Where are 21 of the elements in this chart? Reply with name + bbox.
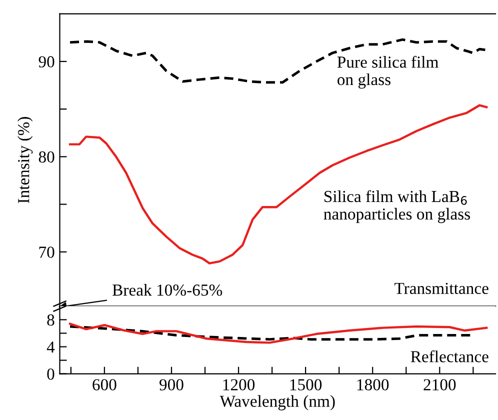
y-tick-label: 90 bbox=[38, 56, 54, 68]
x-axis-title: Wavelength (nm) bbox=[220, 395, 335, 410]
annotation: Reflectance bbox=[410, 350, 488, 362]
x-tick-label: 900 bbox=[160, 379, 184, 390]
line-series bbox=[68, 104, 488, 264]
y-tick-label: 4 bbox=[46, 342, 55, 353]
y-tick-label: 70 bbox=[39, 246, 54, 258]
y-axis-title: Intensity (%) bbox=[18, 117, 33, 204]
y-tick-label: 80 bbox=[38, 151, 54, 163]
x-tick-label: 1800 bbox=[357, 379, 389, 390]
x-tick-label: 1500 bbox=[290, 379, 322, 390]
x-tick-label: 2100 bbox=[424, 379, 456, 390]
line-series bbox=[68, 322, 488, 344]
x-tick-label: 1200 bbox=[223, 379, 255, 390]
y-tick-label: 0 bbox=[47, 368, 54, 380]
y-tick-label: 8 bbox=[47, 314, 54, 326]
annotation: Silica film with LaB$_{6}$ nanoparticles on glass bbox=[324, 190, 470, 224]
annotation: Break 10%-65% bbox=[112, 284, 222, 296]
annotation: Transmittance bbox=[394, 282, 488, 294]
annotation: Pure silica film on glass bbox=[337, 56, 438, 89]
x-tick-label: 600 bbox=[92, 379, 116, 390]
